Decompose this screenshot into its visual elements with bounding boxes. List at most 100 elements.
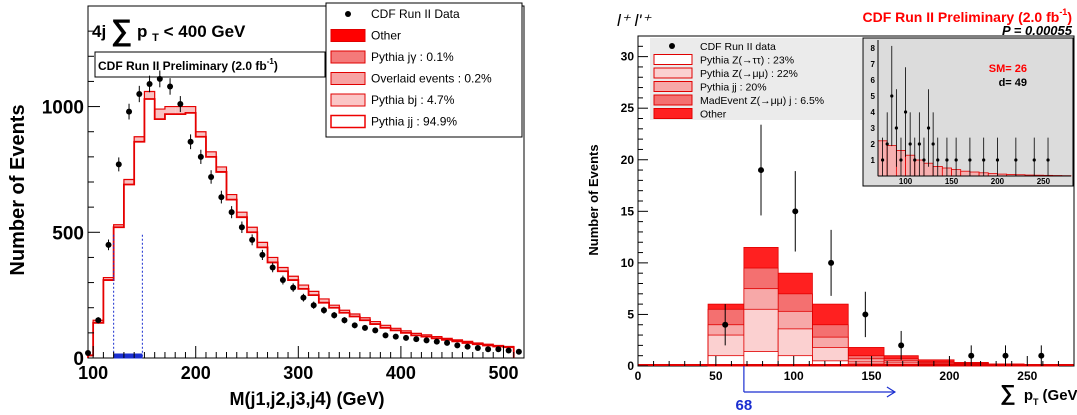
left-bin-band: [123, 179, 135, 185]
left-data-point: [464, 343, 471, 350]
left-legend-swatch: [330, 93, 366, 107]
inset-data-point: [954, 158, 958, 162]
right-data-point: [828, 259, 835, 266]
inset-d-label: d= 49: [999, 77, 1027, 89]
right-data-point: [968, 352, 975, 359]
inset-data-point: [903, 110, 908, 114]
inset-x-tick-label: 100: [899, 177, 913, 186]
left-x-tick-label: 200: [181, 363, 211, 383]
left-bin-band: [329, 305, 340, 308]
left-data-point: [95, 317, 102, 324]
right-y-tick-label: 30: [621, 50, 635, 64]
inset-y-tick-label: 7: [871, 60, 876, 69]
left-data-point: [85, 349, 91, 356]
right-x-tick-label: 50: [709, 369, 723, 383]
right-legend-swatch: [653, 81, 693, 92]
inset-data-point: [890, 94, 894, 98]
left-data-point: [249, 236, 256, 243]
left-data-point: [341, 317, 348, 324]
inset-data-point: [926, 126, 931, 130]
inset-data-point: [931, 142, 935, 146]
inset-data-point: [982, 158, 986, 162]
left-bin-band: [134, 136, 145, 142]
left-data-point: [392, 333, 399, 340]
right-legend-label: CDF Run II data: [700, 41, 776, 53]
left-series-total: [87, 90, 515, 358]
left-data-point: [187, 138, 194, 145]
right-x-tick-label: 100: [784, 369, 804, 383]
left-data-point: [136, 91, 143, 97]
inset-data-point: [968, 158, 972, 162]
right-pvalue: P = 0.00055: [1002, 23, 1073, 38]
right-data-point: [1002, 352, 1009, 359]
right-legend-label: Pythia Z(→ττ) : 23%: [700, 55, 794, 67]
left-legend-label: Pythia jj : 94.9%: [371, 115, 457, 129]
right-data-point: [722, 321, 729, 328]
inset-data-point: [1032, 158, 1036, 162]
left-data-point: [218, 194, 225, 201]
right-legend-marker: [669, 43, 675, 49]
right-channel-label: l⁺ l'⁺: [617, 11, 652, 30]
left-data-point: [146, 80, 153, 87]
right-legend-label: Other: [700, 109, 727, 121]
right-x-axis-label: ∑ pT(GeV): [1000, 380, 1077, 407]
inset-data-point: [1014, 158, 1018, 162]
left-bin-band: [205, 151, 217, 157]
inset-data-point: [885, 142, 889, 146]
right-x-tick-label: 0: [635, 369, 642, 383]
right-y-tick-label: 20: [621, 153, 635, 167]
left-data-point: [228, 209, 235, 216]
cut-value-label: 68: [736, 397, 753, 414]
right-y-tick-label: 5: [627, 307, 634, 321]
right-y-tick-label: 10: [621, 256, 635, 270]
right-x-tick-label: 200: [939, 369, 959, 383]
inset-x-tick-label: 150: [945, 177, 959, 186]
left-data-point: [208, 173, 215, 180]
left-data-point: [105, 241, 112, 248]
left-data-point: [197, 153, 204, 160]
inset-data-point: [917, 142, 921, 146]
left-data-point: [413, 336, 420, 343]
left-legend-marker: [345, 11, 351, 17]
right-legend-swatch: [653, 108, 693, 119]
inset-y-tick-label: 1: [871, 156, 876, 165]
left-bin-band: [288, 276, 299, 281]
left-data-point: [351, 322, 358, 329]
right-histogram-bars: [638, 247, 1074, 367]
left-data-point: [300, 294, 307, 301]
left-bin-band: [144, 91, 155, 100]
right-legend-label: Pythia Z(→μμ) : 22%: [700, 68, 798, 80]
left-bin-band: [185, 106, 196, 113]
cut-arrow-head: [886, 386, 897, 398]
cut-arrow: [743, 366, 897, 398]
left-data-point: [505, 347, 512, 354]
left-bin-band: [318, 298, 330, 303]
left-data-point: [269, 264, 276, 271]
left-subtitle-box: [94, 51, 326, 78]
inset-y-tick-label: 5: [871, 92, 876, 101]
left-data-point: [115, 161, 122, 168]
left-data-point: [423, 337, 430, 344]
left-title: 4j ∑ p T < 400 GeV: [92, 14, 246, 47]
left-data-point: [454, 342, 461, 349]
left-data-point: [361, 324, 368, 331]
left-bin-band: [113, 224, 124, 228]
left-x-tick-label: 100: [78, 363, 108, 383]
right-y-tick-label: 25: [621, 101, 635, 115]
inset-y-tick-label: 6: [871, 76, 876, 85]
right-bin-layer: [743, 351, 779, 367]
inset-x-tick-label: 250: [1037, 177, 1051, 186]
inset-y-tick-label: 8: [871, 44, 876, 53]
left-legend-label: Pythia bj : 4.7%: [371, 93, 455, 107]
inset-y-tick-label: 4: [871, 108, 876, 117]
right-data-point: [862, 311, 869, 318]
left-bin-band: [370, 321, 381, 325]
inset-data-point: [945, 158, 949, 162]
inset-data-point: [913, 158, 917, 162]
inset-data-point: [894, 126, 898, 130]
left-bin-band: [226, 194, 237, 200]
left-legend-swatch: [330, 72, 366, 85]
right-legend: CDF Run II data Pythia Z(→ττ) : 23%Pythia…: [650, 38, 862, 121]
left-bin-band: [154, 109, 165, 120]
